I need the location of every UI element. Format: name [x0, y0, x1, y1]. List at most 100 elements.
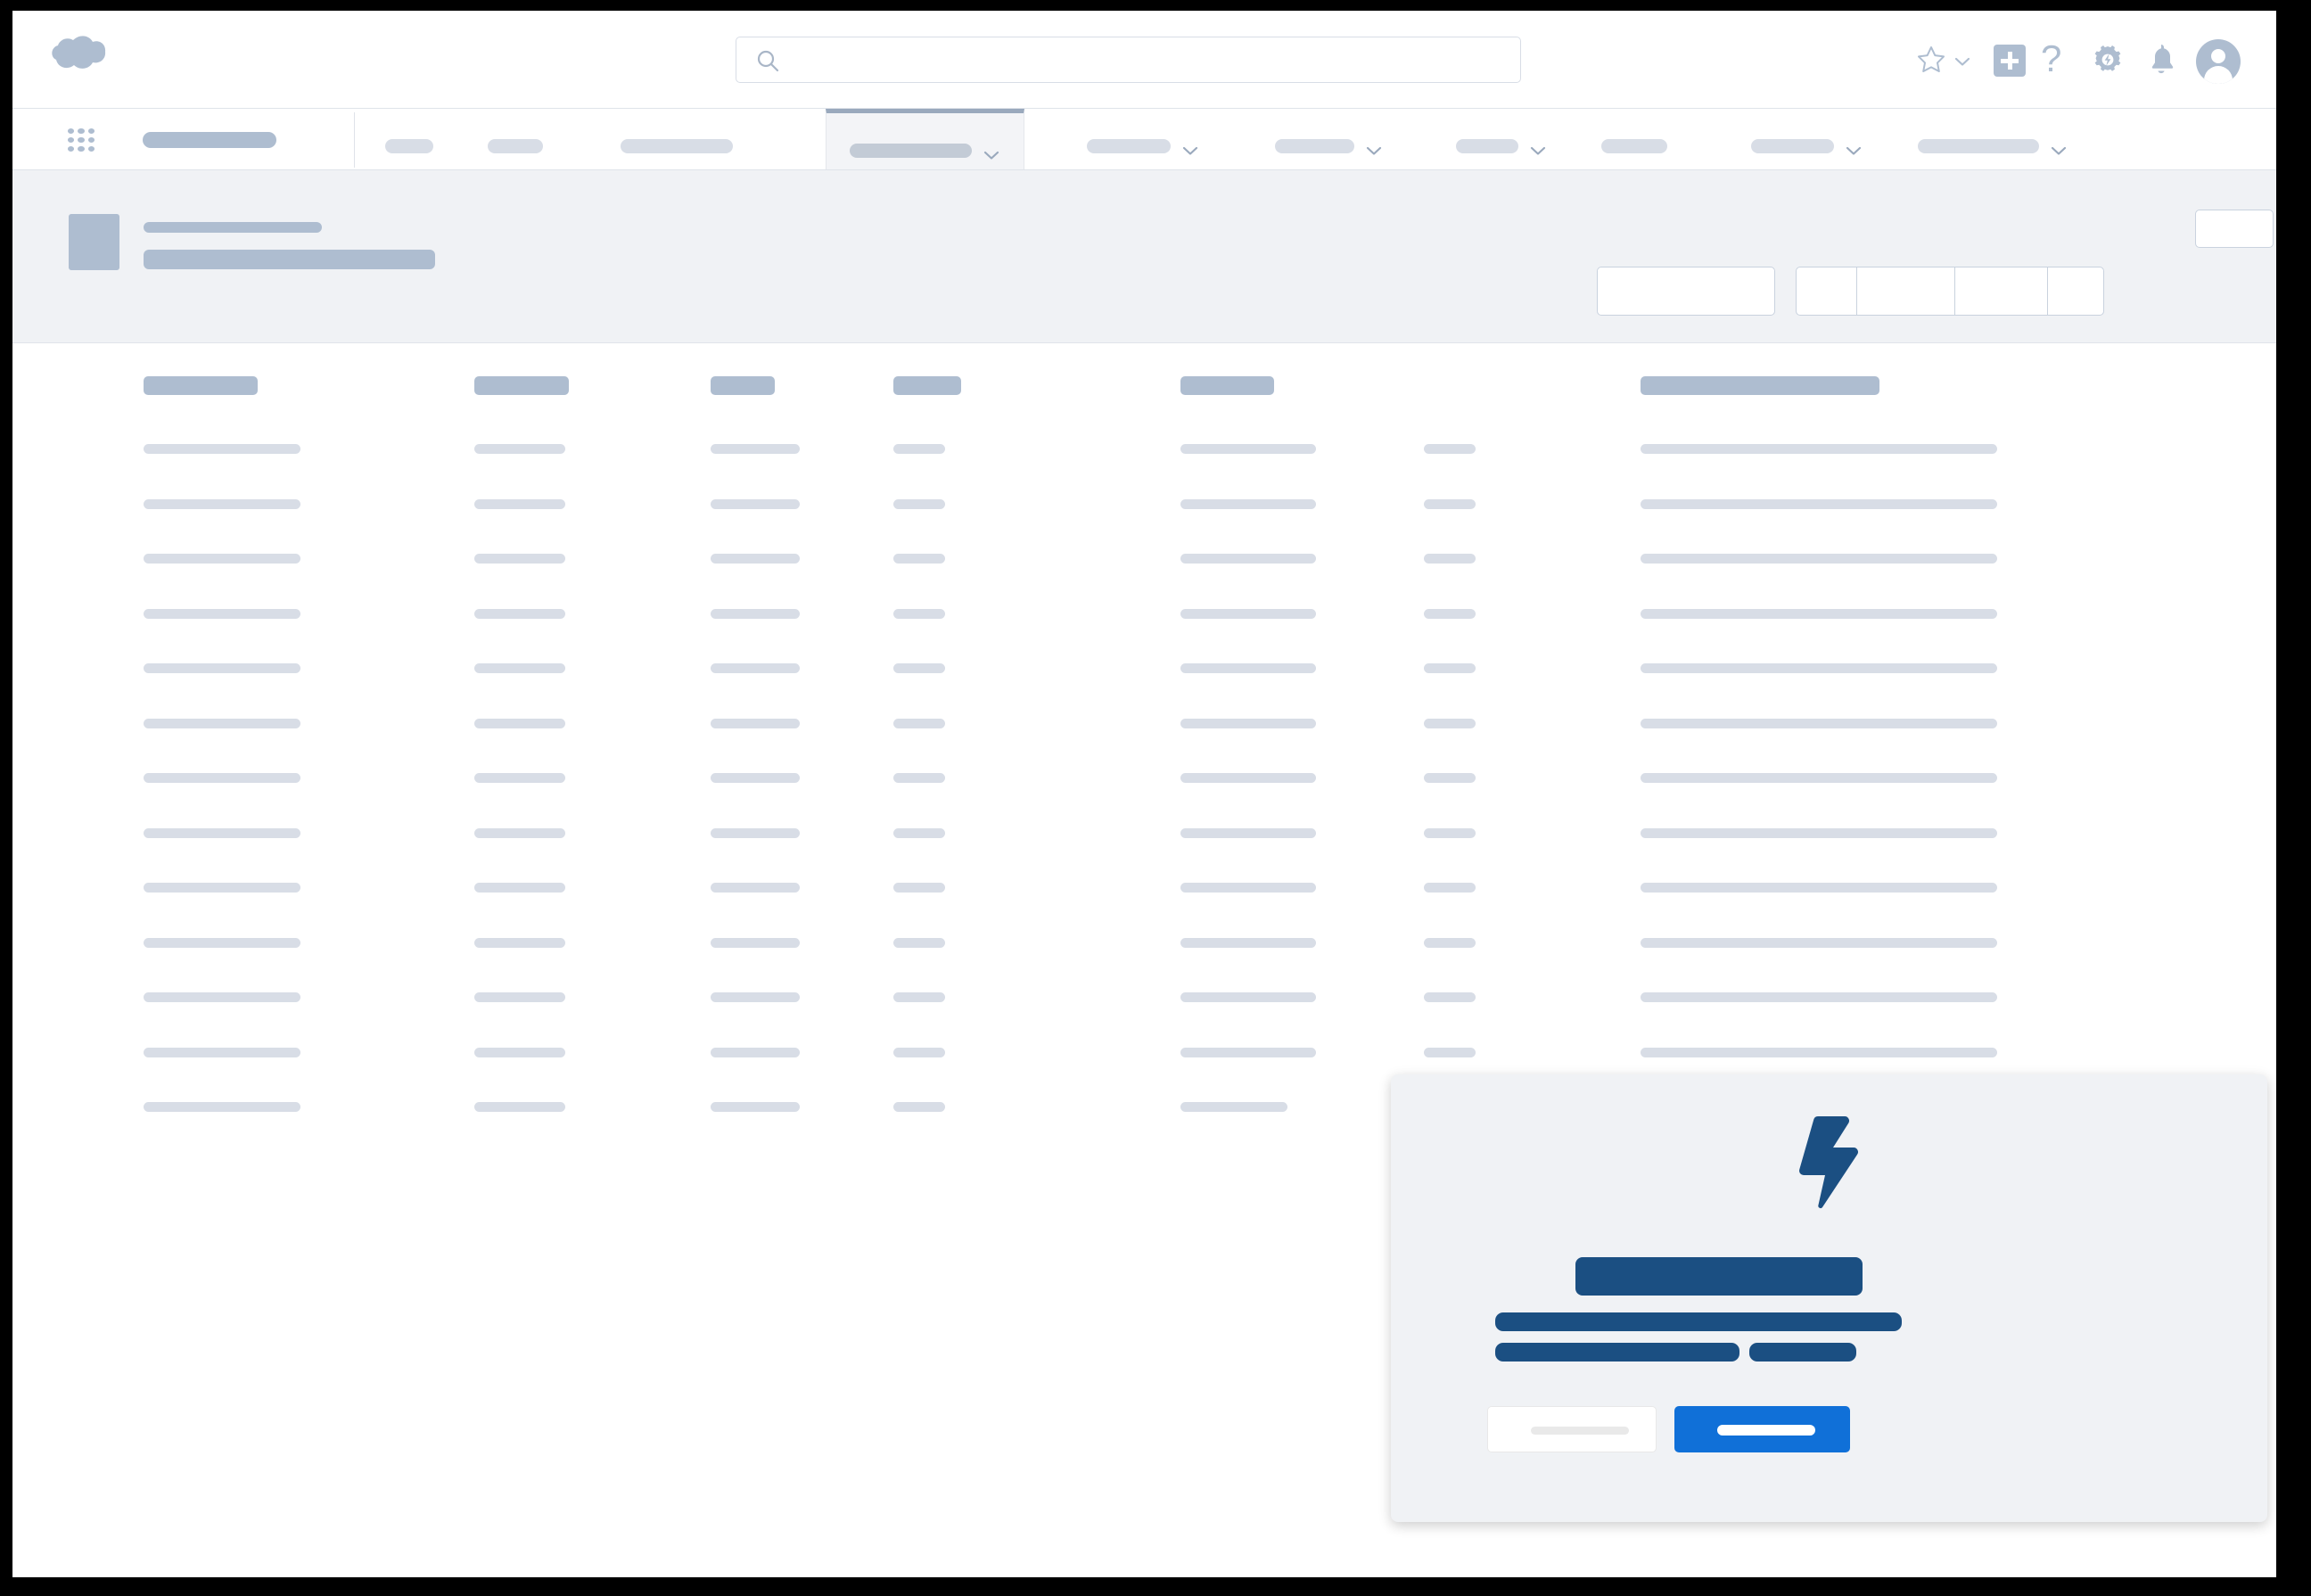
- table-cell: [474, 1047, 565, 1057]
- table-cell: [1424, 608, 1476, 619]
- header-action-button-0[interactable]: [1797, 267, 1857, 315]
- table-cell: [893, 554, 945, 564]
- table-cell: [1180, 992, 1316, 1002]
- table-cell: [474, 937, 565, 948]
- header-action-button-1[interactable]: [1857, 267, 1955, 315]
- table-cell: [1180, 498, 1316, 509]
- app-name-label[interactable]: [143, 132, 276, 148]
- table-cell: [1641, 608, 1997, 619]
- table-cell: [711, 663, 800, 673]
- table-cell: [144, 608, 300, 619]
- column-header-1[interactable]: [474, 376, 569, 395]
- setup-gear-icon[interactable]: [2091, 43, 2125, 77]
- app-navigation-bar: [12, 109, 2276, 170]
- launcher-dot: [68, 128, 75, 134]
- nav-divider: [354, 112, 355, 168]
- table-cell: [144, 498, 300, 509]
- avatar-body: [2204, 66, 2233, 84]
- help-question-icon[interactable]: ?: [2041, 37, 2062, 79]
- table-cell: [711, 1047, 800, 1057]
- nav-item-chevron-down-icon[interactable]: [1181, 144, 1199, 155]
- column-header-4[interactable]: [1180, 376, 1274, 395]
- table-cell: [893, 827, 945, 838]
- notifications-bell-icon[interactable]: [2146, 43, 2176, 77]
- launcher-dot: [87, 137, 95, 143]
- nav-item-label: [1751, 139, 1834, 153]
- launcher-dot: [78, 137, 85, 143]
- list-search-input[interactable]: [1597, 267, 1775, 316]
- table-cell: [1180, 718, 1316, 728]
- add-plus-icon[interactable]: [1994, 45, 2026, 77]
- cloud-logo-icon[interactable]: [52, 35, 107, 79]
- prompt-body-line: [1749, 1343, 1856, 1362]
- nav-item-4[interactable]: [1076, 109, 1212, 169]
- nav-item-3[interactable]: [826, 109, 1024, 169]
- nav-item-8[interactable]: [1740, 109, 1875, 169]
- nav-item-chevron-down-icon[interactable]: [1845, 144, 1863, 155]
- follow-button[interactable]: [2195, 210, 2274, 248]
- table-cell: [144, 663, 300, 673]
- nav-item-7[interactable]: [1591, 109, 1678, 169]
- table-cell: [474, 992, 565, 1002]
- table-cell: [1641, 554, 1997, 564]
- table-cell: [1424, 992, 1476, 1002]
- nav-item-chevron-down-icon[interactable]: [1529, 144, 1547, 155]
- table-cell: [893, 444, 945, 454]
- prompt-primary-button[interactable]: [1674, 1406, 1850, 1452]
- table-cell: [474, 883, 565, 893]
- nav-item-chevron-down-icon[interactable]: [1365, 144, 1383, 155]
- page-subtitle: [144, 222, 322, 233]
- prompt-body-line: [1495, 1343, 1739, 1362]
- prompt-secondary-button[interactable]: [1487, 1406, 1657, 1452]
- header-action-button-2[interactable]: [1955, 267, 2048, 315]
- table-cell: [474, 608, 565, 619]
- app-launcher-grid-icon[interactable]: [68, 128, 95, 152]
- nav-item-label: [1918, 139, 2039, 153]
- table-cell: [1641, 937, 1997, 948]
- nav-item-chevron-down-icon[interactable]: [2050, 144, 2068, 155]
- table-cell: [474, 773, 565, 783]
- user-avatar-icon[interactable]: [2196, 39, 2241, 84]
- column-header-6[interactable]: [1641, 376, 1879, 395]
- nav-item-label: [621, 139, 733, 153]
- column-header-3[interactable]: [893, 376, 961, 395]
- nav-item-label: [488, 139, 543, 153]
- nav-item-label: [1275, 139, 1354, 153]
- table-cell: [1424, 827, 1476, 838]
- nav-item-1[interactable]: [477, 109, 554, 169]
- table-cell: [711, 773, 800, 783]
- column-header-0[interactable]: [144, 376, 258, 395]
- table-cell: [711, 444, 800, 454]
- launcher-dot: [87, 146, 95, 152]
- nav-item-label: [1087, 139, 1171, 153]
- nav-item-label: [385, 139, 433, 153]
- table-cell: [144, 718, 300, 728]
- table-cell: [711, 554, 800, 564]
- launcher-dot: [68, 137, 75, 143]
- table-cell: [474, 718, 565, 728]
- favorites-star-icon[interactable]: [1916, 45, 1946, 75]
- nav-item-0[interactable]: [374, 109, 444, 169]
- global-search-input[interactable]: [736, 37, 1521, 83]
- launcher-dot: [78, 146, 85, 152]
- table-cell: [1641, 992, 1997, 1002]
- browser-viewport: ?: [12, 11, 2276, 1577]
- header-action-button-3[interactable]: [2048, 267, 2103, 315]
- table-cell: [1424, 554, 1476, 564]
- nav-item-chevron-down-icon[interactable]: [983, 149, 1000, 160]
- favorites-chevron-down-icon[interactable]: [1953, 55, 1971, 66]
- table-cell: [1180, 608, 1316, 619]
- table-cell: [1180, 554, 1316, 564]
- nav-item-6[interactable]: [1445, 109, 1559, 169]
- column-header-2[interactable]: [711, 376, 775, 395]
- nav-item-5[interactable]: [1264, 109, 1395, 169]
- nav-item-9[interactable]: [1907, 109, 2080, 169]
- table-cell: [711, 1102, 800, 1112]
- nav-item-2[interactable]: [610, 109, 744, 169]
- table-cell: [1180, 827, 1316, 838]
- table-cell: [893, 718, 945, 728]
- table-cell: [1180, 663, 1316, 673]
- table-cell: [1641, 718, 1997, 728]
- table-cell: [893, 1102, 945, 1112]
